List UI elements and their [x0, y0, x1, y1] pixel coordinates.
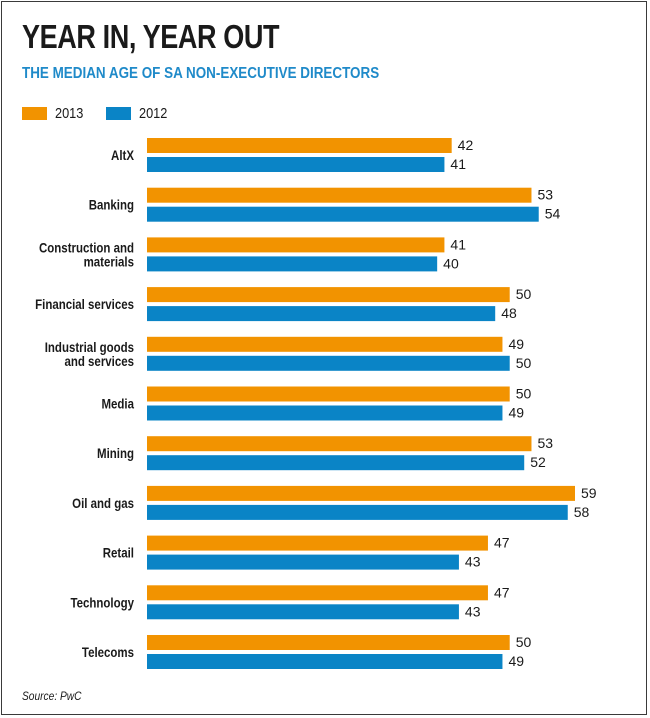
value-label-2013-mining: 53	[537, 435, 553, 451]
value-label-2012-telecoms: 49	[508, 653, 524, 669]
value-label-2012-oil-and-gas: 58	[574, 504, 590, 520]
bar-2012-banking	[147, 206, 539, 222]
value-label-2013-technology: 47	[494, 584, 510, 600]
category-label-mining: Mining	[97, 445, 134, 461]
value-label-2012-industrial-goods-and-services: 50	[516, 355, 532, 371]
bar-2012-telecoms	[147, 654, 503, 669]
value-label-2012-mining: 52	[530, 454, 546, 470]
value-label-2012-technology: 43	[465, 603, 481, 619]
value-label-2013-industrial-goods-and-services: 49	[508, 336, 524, 352]
bar-2013-industrial-goods-and-services	[147, 336, 503, 352]
category-label-banking: Banking	[89, 197, 134, 213]
category-label-financial-services: Financial services	[35, 296, 134, 312]
legend-swatch-2013	[22, 107, 47, 120]
bar-2013-construction-and-materials	[147, 237, 445, 253]
value-label-2012-banking: 54	[545, 206, 561, 222]
bar-2013-financial-services	[147, 287, 510, 303]
chart-subtitle: THE MEDIAN AGE OF SA NON-EXECUTIVE DIREC…	[22, 65, 380, 82]
bar-2012-mining	[147, 455, 525, 471]
source-note: Source: PwC	[22, 689, 82, 703]
value-label-2012-construction-and-materials: 40	[443, 255, 459, 271]
bar-2013-mining	[147, 436, 532, 452]
value-label-2013-media: 50	[516, 386, 532, 402]
value-label-2013-altx: 42	[458, 137, 474, 153]
value-label-2013-oil-and-gas: 59	[581, 485, 597, 501]
value-label-2013-construction-and-materials: 41	[450, 236, 466, 252]
value-label-2012-financial-services: 48	[501, 305, 517, 321]
legend-label-2012: 2012	[139, 105, 168, 122]
value-label-2013-retail: 47	[494, 535, 510, 551]
value-label-2013-telecoms: 50	[516, 634, 532, 650]
bar-2012-technology	[147, 604, 459, 620]
bar-2012-media	[147, 405, 503, 421]
bar-2012-industrial-goods-and-services	[147, 355, 510, 371]
category-label-media: Media	[101, 395, 134, 411]
bar-2012-construction-and-materials	[147, 256, 438, 272]
chart-title: YEAR IN, YEAR OUT	[22, 18, 280, 55]
category-label-technology: Technology	[70, 594, 134, 610]
category-label-altx: AltX	[111, 147, 134, 163]
category-label-oil-and-gas: Oil and gas	[72, 495, 134, 511]
value-label-2012-media: 49	[508, 405, 524, 421]
bar-2012-altx	[147, 157, 445, 172]
bar-2012-retail	[147, 554, 459, 570]
value-label-2012-altx: 41	[450, 156, 466, 172]
legend-swatch-2012	[106, 107, 131, 120]
bar-2013-retail	[147, 535, 488, 551]
value-label-2012-retail: 43	[465, 554, 481, 570]
category-label-construction-and-materials: Construction and materials	[39, 239, 134, 269]
value-label-2013-financial-services: 50	[516, 286, 532, 302]
category-label-telecoms: Telecoms	[82, 644, 134, 660]
value-label-2013-banking: 53	[537, 187, 553, 203]
bar-2013-altx	[147, 138, 452, 153]
bar-2013-banking	[147, 187, 532, 203]
category-label-industrial-goods-and-services: Industrial goods and services	[45, 339, 134, 369]
category-label-retail: Retail	[103, 544, 134, 560]
legend-label-2013: 2013	[55, 105, 84, 122]
bar-2013-media	[147, 386, 510, 402]
bar-2012-financial-services	[147, 306, 496, 322]
bar-2013-oil-and-gas	[147, 485, 575, 501]
bar-2012-oil-and-gas	[147, 504, 568, 520]
bar-2013-technology	[147, 585, 488, 601]
bar-2013-telecoms	[147, 635, 510, 650]
